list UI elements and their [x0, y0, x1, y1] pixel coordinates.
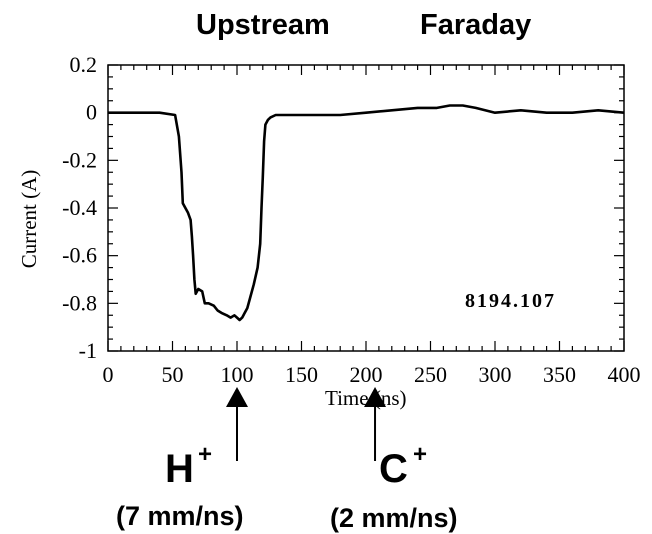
axis-ticks — [107, 64, 625, 352]
x-tick-label: 250 — [414, 362, 447, 387]
x-tick-label: 100 — [221, 362, 254, 387]
series-group — [108, 104, 625, 322]
y-axis-label: Current (A) — [17, 170, 41, 269]
y-tick-label: -0.8 — [62, 290, 97, 315]
x-tick-labels: 0 50 100 150 200 250 300 350 400 — [103, 362, 641, 387]
ion-symbol: C — [379, 447, 408, 491]
chart-title-left: Upstream — [196, 9, 330, 41]
ion-speed: (2 mm/ns) — [330, 503, 458, 533]
arrow-head — [226, 387, 248, 407]
ion-speed: (7 mm/ns) — [116, 501, 244, 531]
y-tick-label: -0.4 — [62, 195, 97, 220]
ion-charge: + — [413, 441, 427, 468]
run-label: 8194.107 — [465, 290, 556, 312]
x-tick-label: 50 — [162, 362, 184, 387]
annotations: H +(7 mm/ns)C +(2 mm/ns) — [116, 387, 458, 533]
y-tick-labels: 0.2 0 -0.2 -0.4 -0.6 -0.8 -1 — [62, 52, 97, 363]
x-tick-label: 350 — [543, 362, 576, 387]
current-trace — [108, 104, 625, 322]
y-tick-label: -0.6 — [62, 243, 97, 268]
x-tick-label: 400 — [608, 362, 641, 387]
arrow-head — [364, 387, 387, 407]
y-tick-label: 0.2 — [70, 52, 98, 77]
y-tick-label: -0.2 — [62, 147, 97, 172]
x-tick-label: 0 — [103, 362, 114, 387]
ion-charge: + — [198, 441, 212, 468]
y-tick-label: 0 — [86, 100, 97, 125]
x-tick-label: 200 — [350, 362, 383, 387]
x-tick-label: 150 — [285, 362, 318, 387]
chart-title-right: Faraday — [420, 9, 531, 41]
x-tick-label: 300 — [479, 362, 512, 387]
y-tick-label: -1 — [79, 338, 97, 363]
ion-symbol: H — [165, 447, 194, 491]
